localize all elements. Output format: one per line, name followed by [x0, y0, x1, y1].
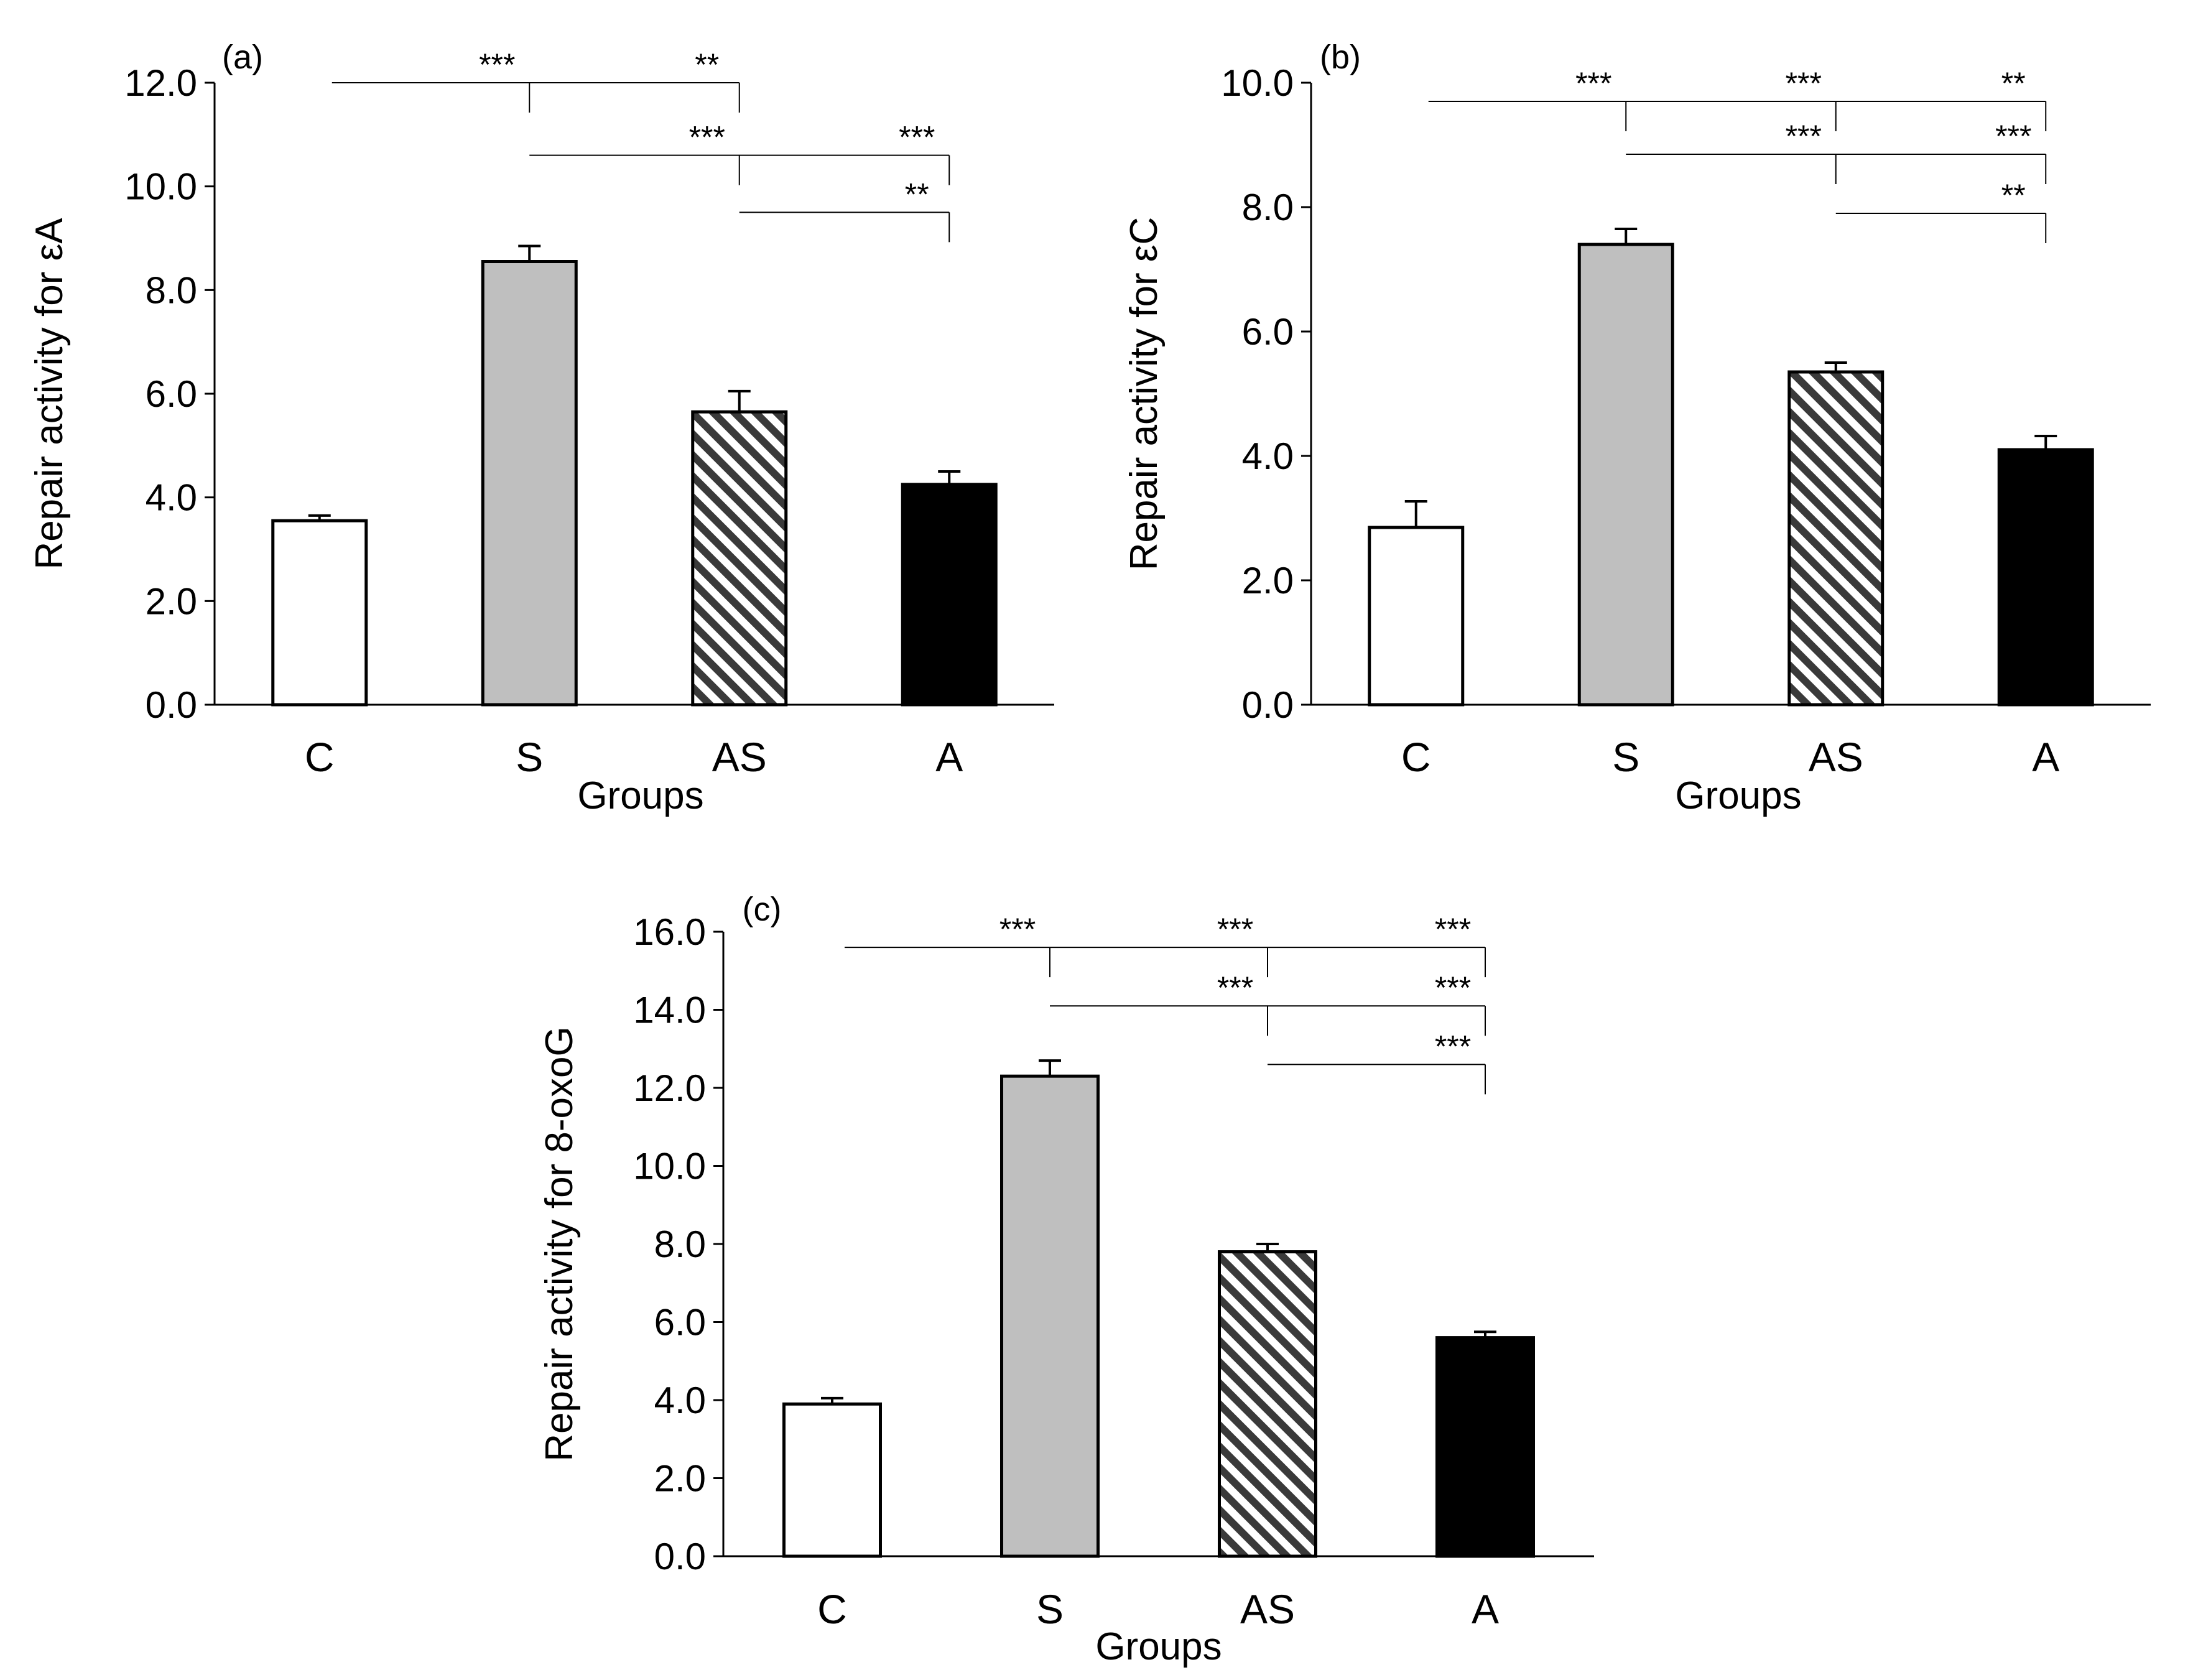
- chart-panel-b: 0.0 2.0 4.0 6.0 8.0 10.0 C S AS A Groups Repair act…: [1123, 39, 2151, 817]
- y-tick-label: 12.0: [633, 1067, 706, 1109]
- x-tick-label: C: [305, 734, 335, 780]
- y-axis-title: Repair activity for 8-oxoG: [538, 1026, 581, 1461]
- bar-as: [691, 410, 788, 707]
- y-tick-label: 8.0: [1242, 187, 1294, 228]
- chart-panel-c: 0.0 2.0 4.0 6.0 8.0 10.0 12.0 14.0 16.0 C S AS A Grou…: [538, 891, 1594, 1668]
- y-tick-label: 6.0: [146, 373, 197, 415]
- y-tick-label: 14.0: [633, 990, 706, 1031]
- bar-a: [901, 483, 998, 707]
- bar-a: [1435, 1336, 1535, 1558]
- y-tick-label: 16.0: [633, 911, 706, 953]
- x-tick-label: AS: [1240, 1586, 1295, 1632]
- significance-label: ***: [1435, 1029, 1471, 1064]
- y-tick-label: 2.0: [1242, 560, 1294, 601]
- y-axis-title: Repair activity for εA: [28, 218, 71, 570]
- x-tick-label: AS: [712, 734, 767, 780]
- y-tick-label: 2.0: [654, 1458, 706, 1500]
- y-tick-label: 0.0: [1242, 684, 1294, 726]
- y-tick-label: 12.0: [124, 62, 197, 104]
- significance-label: ***: [689, 120, 725, 155]
- significance-label: **: [695, 47, 719, 82]
- bar-c: [1368, 526, 1465, 707]
- x-tick-label: S: [1036, 1586, 1064, 1632]
- y-tick-label: 10.0: [1221, 62, 1294, 104]
- chart-panel-a: 0.0 2.0 4.0 6.0 8.0 10.0 12.0 C S AS A Groups Repair…: [28, 39, 1054, 817]
- panel-label: (b): [1320, 39, 1361, 76]
- y-tick-label: 0.0: [146, 684, 197, 726]
- y-tick-label: 6.0: [1242, 311, 1294, 353]
- bar-s: [1577, 243, 1674, 707]
- significance-label: ***: [1786, 119, 1822, 154]
- y-tick-label: 10.0: [124, 166, 197, 208]
- significance-label: ***: [1995, 119, 2031, 154]
- x-tick-label: A: [1472, 1586, 1499, 1632]
- x-tick-label: AS: [1809, 734, 1863, 780]
- significance-label: **: [905, 177, 929, 211]
- x-tick-label: A: [2032, 734, 2059, 780]
- x-tick-label: S: [1612, 734, 1639, 780]
- x-tick-label: A: [935, 734, 963, 780]
- x-tick-label: C: [1401, 734, 1431, 780]
- panel-label: (a): [222, 39, 263, 76]
- significance-label: ***: [1435, 970, 1471, 1005]
- bar-a: [1997, 448, 2094, 707]
- x-tick-label: S: [516, 734, 543, 780]
- significance-label: ***: [899, 120, 935, 155]
- y-tick-label: 8.0: [654, 1223, 706, 1265]
- bar-s: [481, 260, 578, 707]
- bar-c: [271, 519, 368, 707]
- significance-label: **: [2001, 66, 2026, 101]
- significance-label: ***: [1435, 912, 1471, 947]
- y-tick-label: 4.0: [654, 1380, 706, 1421]
- significance-label: **: [2001, 178, 2026, 213]
- x-axis-title: Groups: [1675, 774, 1801, 817]
- x-tick-label: C: [817, 1586, 847, 1632]
- y-tick-label: 0.0: [654, 1536, 706, 1577]
- y-tick-label: 6.0: [654, 1302, 706, 1344]
- x-axis-title: Groups: [1095, 1625, 1222, 1668]
- significance-label: ***: [1217, 970, 1253, 1005]
- bar-as: [1218, 1250, 1317, 1558]
- significance-label: ***: [1575, 66, 1611, 101]
- y-axis-title: Repair activity for εC: [1123, 217, 1166, 571]
- y-tick-label: 10.0: [633, 1146, 706, 1187]
- bar-s: [1000, 1074, 1100, 1558]
- significance-label: ***: [1217, 912, 1253, 947]
- x-axis-title: Groups: [577, 774, 703, 817]
- y-tick-label: 4.0: [146, 477, 197, 519]
- significance-label: ***: [999, 912, 1036, 947]
- y-tick-label: 2.0: [146, 580, 197, 622]
- panel-label: (c): [743, 891, 782, 928]
- significance-label: ***: [479, 47, 515, 82]
- y-tick-label: 4.0: [1242, 435, 1294, 477]
- y-tick-label: 8.0: [146, 269, 197, 311]
- bar-c: [782, 1402, 882, 1558]
- significance-label: ***: [1786, 66, 1822, 101]
- bar-as: [1787, 370, 1885, 707]
